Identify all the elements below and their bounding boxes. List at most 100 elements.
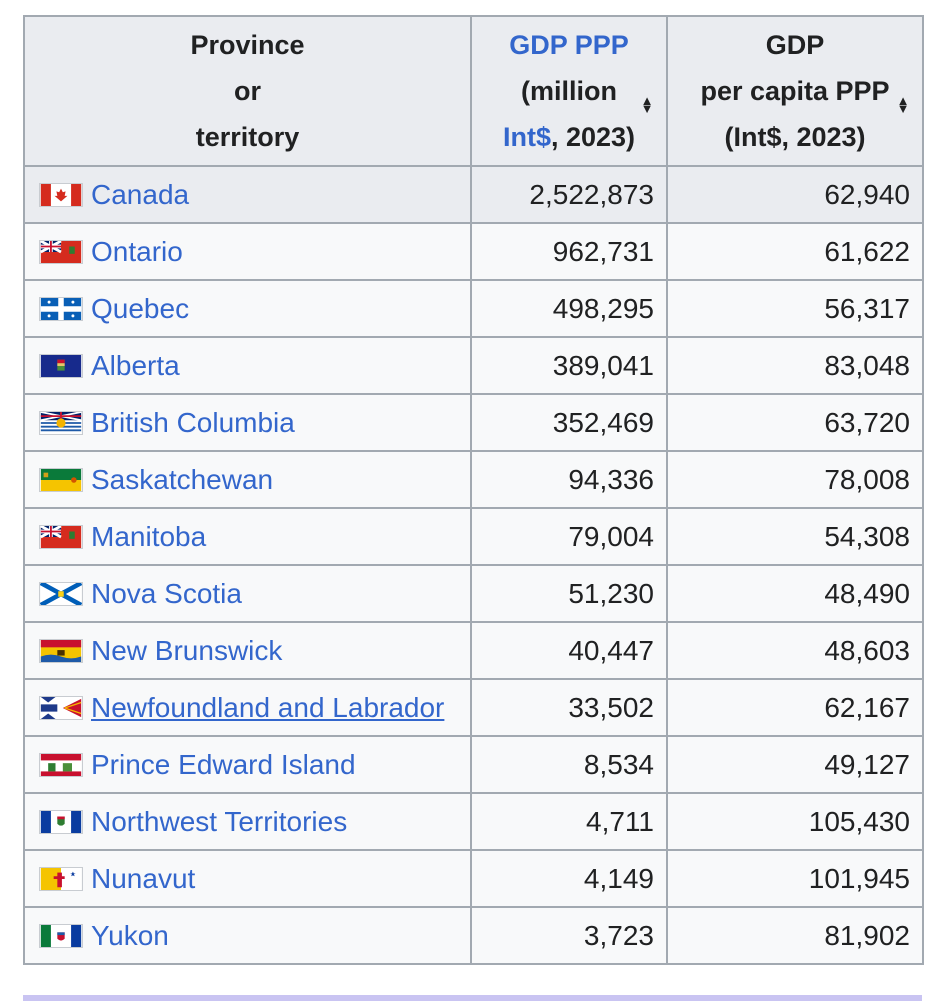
province-link[interactable]: Newfoundland and Labrador [91,691,445,723]
nova-scotia-flag-icon[interactable] [39,581,83,606]
province-link[interactable]: Nova Scotia [91,577,242,609]
quebec-flag-icon[interactable] [39,296,83,321]
province-cell: Quebec [23,279,472,338]
province-cell: Saskatchewan [23,450,472,509]
province-cell: Nunavut [23,849,472,908]
per-capita-cell: 105,430 [666,792,924,851]
table-row: Manitoba 79,004 54,308 [23,507,924,566]
gdp-ppp-link[interactable]: GDP PPP [509,30,629,60]
per-capita-cell: 78,008 [666,450,924,509]
per-capita-cell: 49,127 [666,735,924,794]
per-capita-cell: 54,308 [666,507,924,566]
province-column-header[interactable]: Province or territory [23,15,472,167]
per-capita-column-header[interactable]: GDP per capita PPP (Int$, 2023) ▲ ▼ [666,15,924,167]
province-cell: Nova Scotia [23,564,472,623]
per-capita-header-line1: GDP [765,30,825,60]
newfoundland-flag-icon[interactable] [39,695,83,720]
sort-icon[interactable]: ▲ ▼ [640,93,654,116]
province-link[interactable]: Manitoba [91,520,207,552]
table-header-row: Province or territory GDP PPP (million I… [23,15,924,167]
province-cell: Newfoundland and Labrador [23,678,472,737]
gdp-cell: 498,295 [470,279,668,338]
per-capita-cell: 48,603 [666,621,924,680]
per-capita-cell: 62,940 [666,165,924,224]
per-capita-cell: 101,945 [666,849,924,908]
new-brunswick-flag-icon[interactable] [39,638,83,663]
saskatchewan-flag-icon[interactable] [39,467,83,492]
canada-flag-icon[interactable] [39,182,83,207]
gdp-cell: 79,004 [470,507,668,566]
province-link[interactable]: Ontario [91,235,183,267]
per-capita-cell: 48,490 [666,564,924,623]
per-capita-cell: 56,317 [666,279,924,338]
province-link[interactable]: Nunavut [91,862,196,894]
per-capita-cell: 62,167 [666,678,924,737]
gdp-cell: 389,041 [470,336,668,395]
per-capita-cell: 63,720 [666,393,924,452]
table-row: Canada 2,522,873 62,940 [23,165,924,224]
table-row: Ontario 962,731 61,622 [23,222,924,281]
gdp-cell: 3,723 [470,906,668,965]
province-cell: New Brunswick [23,621,472,680]
yukon-flag-icon[interactable] [39,923,83,948]
table-row: Nova Scotia 51,230 48,490 [23,564,924,623]
alberta-flag-icon[interactable] [39,353,83,378]
province-link[interactable]: Quebec [91,292,190,324]
per-capita-cell: 81,902 [666,906,924,965]
gdp-cell: 2,522,873 [470,165,668,224]
gdp-cell: 4,711 [470,792,668,851]
nunavut-flag-icon[interactable] [39,866,83,891]
ontario-flag-icon[interactable] [39,239,83,264]
gdp-table: Province or territory GDP PPP (million I… [23,15,924,965]
table-row: Saskatchewan 94,336 78,008 [23,450,924,509]
sort-icon[interactable]: ▲ ▼ [896,93,910,116]
province-link[interactable]: Canada [91,178,190,210]
province-header-line1: Province [190,30,305,60]
province-cell: Northwest Territories [23,792,472,851]
gdp-cell: 33,502 [470,678,668,737]
gdp-cell: 8,534 [470,735,668,794]
gdp-cell: 352,469 [470,393,668,452]
gdp-table-container: Province or territory GDP PPP (million I… [23,15,924,965]
gdp-header-line2: (million [521,76,617,106]
pei-flag-icon[interactable] [39,752,83,777]
table-row: Quebec 498,295 56,317 [23,279,924,338]
per-capita-cell: 83,048 [666,336,924,395]
gdp-header-line3: , 2023) [550,122,636,152]
province-cell: Alberta [23,336,472,395]
table-row: British Columbia 352,469 63,720 [23,393,924,452]
int-dollar-link[interactable]: Int$ [502,122,551,152]
table-row: Prince Edward Island 8,534 49,127 [23,735,924,794]
per-capita-cell: 61,622 [666,222,924,281]
province-link[interactable]: New Brunswick [91,634,283,666]
gdp-cell: 94,336 [470,450,668,509]
gdp-column-header[interactable]: GDP PPP (million Int$, 2023) ▲ ▼ [470,15,668,167]
province-cell: Prince Edward Island [23,735,472,794]
province-link[interactable]: Northwest Territories [91,805,348,837]
table-row: Northwest Territories 4,711 105,430 [23,792,924,851]
manitoba-flag-icon[interactable] [39,524,83,549]
province-header-line3: territory [195,122,300,152]
gdp-cell: 40,447 [470,621,668,680]
province-link[interactable]: Alberta [91,349,180,381]
per-capita-header-line2: per capita PPP [700,76,890,106]
table-row: New Brunswick 40,447 48,603 [23,621,924,680]
province-link[interactable]: Yukon [91,919,169,951]
table-row: Alberta 389,041 83,048 [23,336,924,395]
gdp-cell: 962,731 [470,222,668,281]
british-columbia-flag-icon[interactable] [39,410,83,435]
table-row: Yukon 3,723 81,902 [23,906,924,965]
gdp-cell: 4,149 [470,849,668,908]
province-header-line2: or [234,76,261,106]
nwt-flag-icon[interactable] [39,809,83,834]
province-cell: British Columbia [23,393,472,452]
province-link[interactable]: Prince Edward Island [91,748,356,780]
province-link[interactable]: British Columbia [91,406,295,438]
table-bottom-edge [23,995,922,1001]
per-capita-header-line3: (Int$, 2023) [724,122,866,152]
province-cell: Canada [23,165,472,224]
table-row: Nunavut 4,149 101,945 [23,849,924,908]
province-link[interactable]: Saskatchewan [91,463,274,495]
province-cell: Ontario [23,222,472,281]
province-cell: Yukon [23,906,472,965]
